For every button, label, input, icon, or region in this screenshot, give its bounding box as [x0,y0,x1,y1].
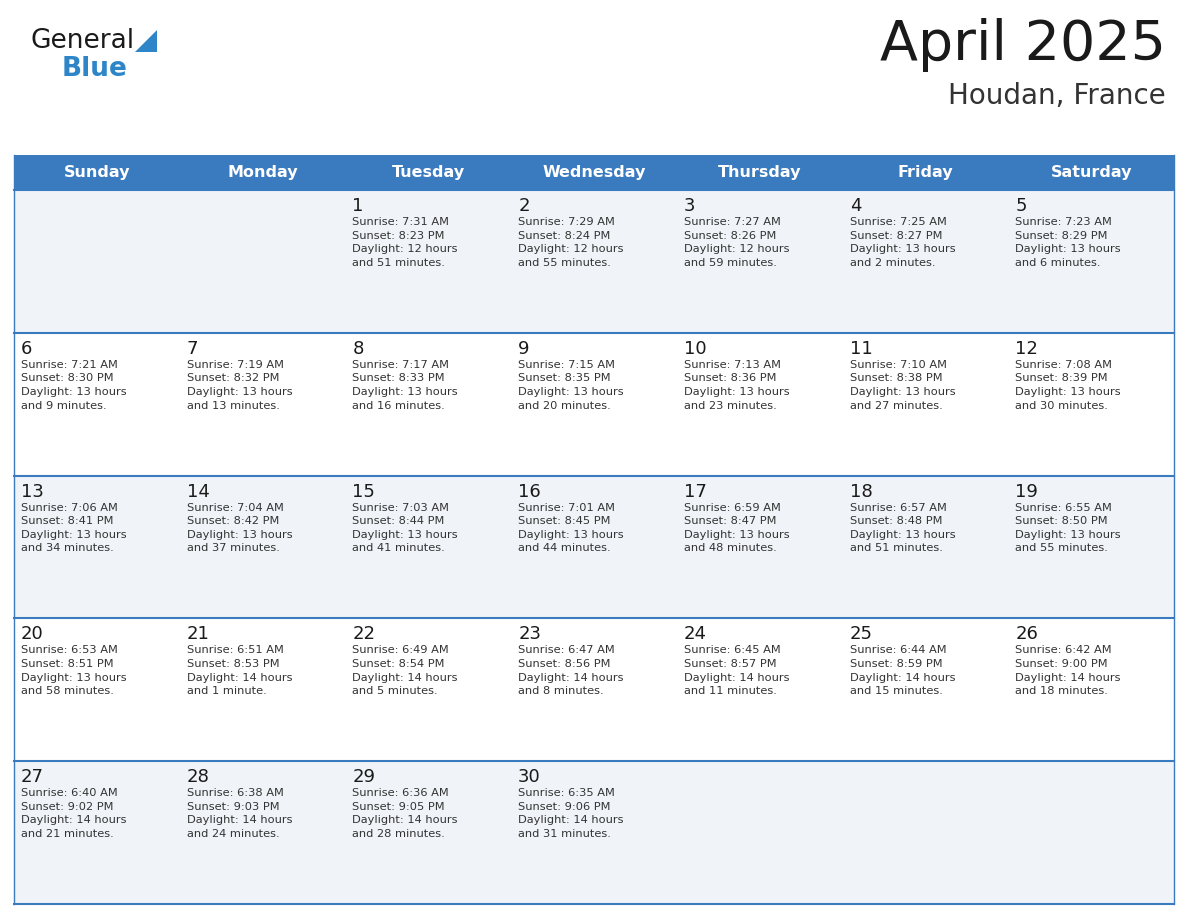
Text: 23: 23 [518,625,542,644]
Bar [14,619,1174,761]
Text: 22: 22 [353,625,375,644]
Text: 16: 16 [518,483,541,500]
Bar [14,333,1174,476]
Text: 2: 2 [518,197,530,215]
Text: 18: 18 [849,483,872,500]
Text: 10: 10 [684,340,707,358]
Text: 3: 3 [684,197,695,215]
Text: Sunrise: 6:38 AM
Sunset: 9:03 PM
Daylight: 14 hours
and 24 minutes.: Sunrise: 6:38 AM Sunset: 9:03 PM Dayligh… [187,789,292,839]
Text: Sunrise: 7:03 AM
Sunset: 8:44 PM
Daylight: 13 hours
and 41 minutes.: Sunrise: 7:03 AM Sunset: 8:44 PM Dayligh… [353,502,459,554]
Text: 29: 29 [353,768,375,786]
Text: Sunrise: 7:31 AM
Sunset: 8:23 PM
Daylight: 12 hours
and 51 minutes.: Sunrise: 7:31 AM Sunset: 8:23 PM Dayligh… [353,217,457,268]
Text: 14: 14 [187,483,209,500]
Text: Blue: Blue [62,56,128,82]
Text: Sunrise: 6:44 AM
Sunset: 8:59 PM
Daylight: 14 hours
and 15 minutes.: Sunrise: 6:44 AM Sunset: 8:59 PM Dayligh… [849,645,955,696]
Text: Sunrise: 6:36 AM
Sunset: 9:05 PM
Daylight: 14 hours
and 28 minutes.: Sunrise: 6:36 AM Sunset: 9:05 PM Dayligh… [353,789,457,839]
Text: Sunrise: 6:45 AM
Sunset: 8:57 PM
Daylight: 14 hours
and 11 minutes.: Sunrise: 6:45 AM Sunset: 8:57 PM Dayligh… [684,645,789,696]
Bar [14,155,1174,190]
Text: General: General [30,28,134,54]
Text: Sunrise: 7:10 AM
Sunset: 8:38 PM
Daylight: 13 hours
and 27 minutes.: Sunrise: 7:10 AM Sunset: 8:38 PM Dayligh… [849,360,955,410]
Text: Sunrise: 7:17 AM
Sunset: 8:33 PM
Daylight: 13 hours
and 16 minutes.: Sunrise: 7:17 AM Sunset: 8:33 PM Dayligh… [353,360,459,410]
Text: 4: 4 [849,197,861,215]
Text: 1: 1 [353,197,364,215]
Text: 12: 12 [1016,340,1038,358]
Text: Houdan, France: Houdan, France [948,82,1165,110]
Text: Sunrise: 6:53 AM
Sunset: 8:51 PM
Daylight: 13 hours
and 58 minutes.: Sunrise: 6:53 AM Sunset: 8:51 PM Dayligh… [21,645,127,696]
Text: Sunrise: 6:49 AM
Sunset: 8:54 PM
Daylight: 14 hours
and 5 minutes.: Sunrise: 6:49 AM Sunset: 8:54 PM Dayligh… [353,645,457,696]
Text: Sunrise: 7:15 AM
Sunset: 8:35 PM
Daylight: 13 hours
and 20 minutes.: Sunrise: 7:15 AM Sunset: 8:35 PM Dayligh… [518,360,624,410]
Bar [14,761,1174,904]
Text: 30: 30 [518,768,541,786]
Text: 15: 15 [353,483,375,500]
Text: 20: 20 [21,625,44,644]
Bar [14,476,1174,619]
Text: Friday: Friday [898,165,953,180]
Text: Sunrise: 7:19 AM
Sunset: 8:32 PM
Daylight: 13 hours
and 13 minutes.: Sunrise: 7:19 AM Sunset: 8:32 PM Dayligh… [187,360,292,410]
Text: 24: 24 [684,625,707,644]
Text: 11: 11 [849,340,872,358]
Text: 8: 8 [353,340,364,358]
Bar [14,190,1174,333]
Text: 17: 17 [684,483,707,500]
Text: Sunrise: 7:21 AM
Sunset: 8:30 PM
Daylight: 13 hours
and 9 minutes.: Sunrise: 7:21 AM Sunset: 8:30 PM Dayligh… [21,360,127,410]
Text: Saturday: Saturday [1050,165,1132,180]
Text: Sunrise: 7:13 AM
Sunset: 8:36 PM
Daylight: 13 hours
and 23 minutes.: Sunrise: 7:13 AM Sunset: 8:36 PM Dayligh… [684,360,790,410]
Text: Sunrise: 7:27 AM
Sunset: 8:26 PM
Daylight: 12 hours
and 59 minutes.: Sunrise: 7:27 AM Sunset: 8:26 PM Dayligh… [684,217,789,268]
Text: Sunday: Sunday [64,165,131,180]
Text: Sunrise: 6:35 AM
Sunset: 9:06 PM
Daylight: 14 hours
and 31 minutes.: Sunrise: 6:35 AM Sunset: 9:06 PM Dayligh… [518,789,624,839]
Text: 27: 27 [21,768,44,786]
Text: 5: 5 [1016,197,1026,215]
Text: April 2025: April 2025 [880,18,1165,72]
Text: Sunrise: 6:42 AM
Sunset: 9:00 PM
Daylight: 14 hours
and 18 minutes.: Sunrise: 6:42 AM Sunset: 9:00 PM Dayligh… [1016,645,1120,696]
Text: Sunrise: 7:29 AM
Sunset: 8:24 PM
Daylight: 12 hours
and 55 minutes.: Sunrise: 7:29 AM Sunset: 8:24 PM Dayligh… [518,217,624,268]
Text: Sunrise: 6:40 AM
Sunset: 9:02 PM
Daylight: 14 hours
and 21 minutes.: Sunrise: 6:40 AM Sunset: 9:02 PM Dayligh… [21,789,126,839]
Text: 13: 13 [21,483,44,500]
Text: 7: 7 [187,340,198,358]
Text: Wednesday: Wednesday [542,165,646,180]
Text: Monday: Monday [227,165,298,180]
Text: 28: 28 [187,768,209,786]
Text: 6: 6 [21,340,32,358]
Text: Sunrise: 6:57 AM
Sunset: 8:48 PM
Daylight: 13 hours
and 51 minutes.: Sunrise: 6:57 AM Sunset: 8:48 PM Dayligh… [849,502,955,554]
Text: Sunrise: 6:51 AM
Sunset: 8:53 PM
Daylight: 14 hours
and 1 minute.: Sunrise: 6:51 AM Sunset: 8:53 PM Dayligh… [187,645,292,696]
Text: Sunrise: 7:04 AM
Sunset: 8:42 PM
Daylight: 13 hours
and 37 minutes.: Sunrise: 7:04 AM Sunset: 8:42 PM Dayligh… [187,502,292,554]
Text: Sunrise: 7:23 AM
Sunset: 8:29 PM
Daylight: 13 hours
and 6 minutes.: Sunrise: 7:23 AM Sunset: 8:29 PM Dayligh… [1016,217,1121,268]
Text: Sunrise: 7:25 AM
Sunset: 8:27 PM
Daylight: 13 hours
and 2 minutes.: Sunrise: 7:25 AM Sunset: 8:27 PM Dayligh… [849,217,955,268]
Text: Sunrise: 6:55 AM
Sunset: 8:50 PM
Daylight: 13 hours
and 55 minutes.: Sunrise: 6:55 AM Sunset: 8:50 PM Dayligh… [1016,502,1121,554]
Polygon shape [135,30,157,52]
Text: Thursday: Thursday [718,165,802,180]
Text: Sunrise: 7:06 AM
Sunset: 8:41 PM
Daylight: 13 hours
and 34 minutes.: Sunrise: 7:06 AM Sunset: 8:41 PM Dayligh… [21,502,127,554]
Text: Tuesday: Tuesday [392,165,465,180]
Text: Sunrise: 7:01 AM
Sunset: 8:45 PM
Daylight: 13 hours
and 44 minutes.: Sunrise: 7:01 AM Sunset: 8:45 PM Dayligh… [518,502,624,554]
Text: Sunrise: 6:59 AM
Sunset: 8:47 PM
Daylight: 13 hours
and 48 minutes.: Sunrise: 6:59 AM Sunset: 8:47 PM Dayligh… [684,502,790,554]
Text: Sunrise: 7:08 AM
Sunset: 8:39 PM
Daylight: 13 hours
and 30 minutes.: Sunrise: 7:08 AM Sunset: 8:39 PM Dayligh… [1016,360,1121,410]
Text: 19: 19 [1016,483,1038,500]
Text: Sunrise: 6:47 AM
Sunset: 8:56 PM
Daylight: 14 hours
and 8 minutes.: Sunrise: 6:47 AM Sunset: 8:56 PM Dayligh… [518,645,624,696]
Text: 21: 21 [187,625,209,644]
Text: 25: 25 [849,625,872,644]
Text: 26: 26 [1016,625,1038,644]
Text: 9: 9 [518,340,530,358]
